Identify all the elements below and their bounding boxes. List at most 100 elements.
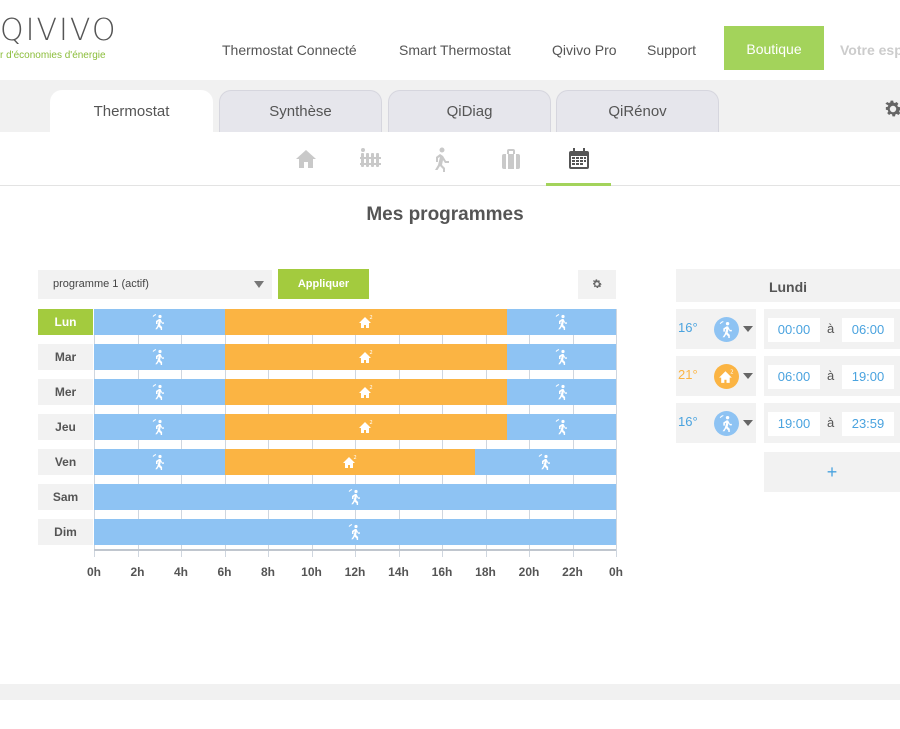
settings-gear-icon[interactable] bbox=[882, 98, 900, 120]
schedule-segment-home[interactable]: 2 bbox=[224, 379, 508, 405]
schedule-row-mar: Mar 2 bbox=[38, 344, 616, 370]
program-select-value: programme 1 (actif) bbox=[53, 278, 149, 290]
away-walking-icon[interactable] bbox=[714, 317, 739, 342]
slot-temperature: 16° bbox=[678, 320, 698, 335]
page-title: Mes programmes bbox=[366, 204, 524, 225]
radiator-icon[interactable] bbox=[358, 146, 384, 172]
slot-separator: à bbox=[827, 321, 835, 336]
day-label-mer[interactable]: Mer bbox=[38, 379, 93, 405]
walking-person-icon[interactable] bbox=[428, 146, 454, 174]
nav-thermostat-connecte[interactable]: Thermostat Connecté bbox=[222, 42, 357, 58]
nav-smart-thermostat[interactable]: Smart Thermostat bbox=[399, 42, 511, 58]
chevron-down-icon[interactable] bbox=[743, 420, 753, 426]
tick-label: 20h bbox=[518, 565, 540, 579]
tab-qirenov[interactable]: QiRénov bbox=[556, 90, 719, 132]
weekly-schedule: Lun 2 Mar 2 Mer 2 Jeu 2 Ven 2 Sam Dim 0h 2h 4h 6h 8h 10h 1… bbox=[38, 309, 623, 579]
nav-votre-espace[interactable]: Votre esp bbox=[840, 42, 900, 58]
tick-label: 2h bbox=[130, 565, 145, 579]
logo-tagline: r d'économies d'énergie bbox=[0, 50, 106, 61]
schedule-segment-home[interactable]: 2 bbox=[224, 414, 508, 440]
slot-mode-panel: 21° 2 bbox=[676, 356, 756, 396]
tick-label: 4h bbox=[173, 565, 189, 579]
nav-qivivo-pro[interactable]: Qivivo Pro bbox=[552, 42, 617, 58]
schedule-segment-away[interactable] bbox=[474, 449, 616, 475]
day-label-jeu[interactable]: Jeu bbox=[38, 414, 93, 440]
svg-text:2: 2 bbox=[369, 350, 372, 356]
day-panel-title: Lundi bbox=[676, 269, 900, 302]
time-slot: 21° 2 06:00 à 19:00 bbox=[676, 356, 900, 396]
slot-time-range: 06:00 à 19:00 bbox=[764, 356, 900, 396]
grid-line bbox=[616, 309, 617, 557]
gear-icon bbox=[592, 279, 602, 288]
away-walking-icon bbox=[347, 489, 363, 506]
qivivo-logo[interactable]: QIVIVO r d'économies d'énergie bbox=[0, 13, 118, 62]
day-label-lun[interactable]: Lun bbox=[38, 309, 93, 335]
away-walking-icon bbox=[151, 384, 167, 401]
schedule-segment-away[interactable] bbox=[94, 449, 225, 475]
schedule-segment-away[interactable] bbox=[507, 309, 616, 335]
slot-temperature: 21° bbox=[678, 367, 698, 382]
tab-qidiag[interactable]: QiDiag bbox=[388, 90, 551, 132]
logo-text: QIVIVO bbox=[0, 13, 118, 48]
schedule-segment-away[interactable] bbox=[507, 344, 616, 370]
suitcase-icon[interactable] bbox=[498, 146, 524, 172]
slot-separator: à bbox=[827, 368, 835, 383]
home-icon[interactable] bbox=[293, 146, 319, 172]
schedule-row-jeu: Jeu 2 bbox=[38, 414, 616, 440]
add-slot-button[interactable]: + bbox=[764, 452, 900, 492]
nav-boutique-button[interactable]: Boutique bbox=[724, 26, 824, 70]
apply-button[interactable]: Appliquer bbox=[278, 269, 369, 299]
program-select[interactable]: programme 1 (actif) bbox=[38, 270, 272, 299]
tick-label: 8h bbox=[260, 565, 276, 579]
schedule-segment-home[interactable]: 2 bbox=[224, 344, 508, 370]
away-walking-icon bbox=[151, 314, 167, 331]
nav-support[interactable]: Support bbox=[647, 42, 697, 58]
tick-label: 0h bbox=[608, 565, 624, 579]
away-walking-icon bbox=[554, 314, 570, 331]
tab-synthese[interactable]: Synthèse bbox=[219, 90, 382, 132]
schedule-segment-away[interactable] bbox=[94, 344, 225, 370]
schedule-segment-away[interactable] bbox=[94, 309, 225, 335]
footer-band bbox=[0, 684, 900, 700]
slot-end-time[interactable]: 23:59 bbox=[842, 412, 894, 436]
slot-start-time[interactable]: 19:00 bbox=[768, 412, 820, 436]
slot-end-time[interactable]: 19:00 bbox=[842, 365, 894, 389]
slot-time-range: 19:00 à 23:59 bbox=[764, 403, 900, 443]
schedule-segment-away[interactable] bbox=[94, 519, 616, 545]
chevron-down-icon[interactable] bbox=[743, 326, 753, 332]
away-walking-icon bbox=[537, 454, 553, 471]
slot-end-time[interactable]: 06:00 bbox=[842, 318, 894, 342]
day-label-sam[interactable]: Sam bbox=[38, 484, 93, 510]
schedule-segment-home[interactable]: 2 bbox=[224, 449, 475, 475]
schedule-segment-away[interactable] bbox=[94, 414, 225, 440]
program-settings-button[interactable] bbox=[578, 270, 616, 299]
day-label-mar[interactable]: Mar bbox=[38, 344, 93, 370]
slot-start-time[interactable]: 00:00 bbox=[768, 318, 820, 342]
schedule-segment-away[interactable] bbox=[94, 484, 616, 510]
slot-time-range: 00:00 à 06:00 bbox=[764, 309, 900, 349]
calendar-icon[interactable] bbox=[566, 146, 592, 172]
away-walking-icon bbox=[151, 454, 167, 471]
home-comfort-icon[interactable]: 2 bbox=[714, 364, 739, 389]
svg-text:2: 2 bbox=[353, 455, 356, 461]
away-walking-icon bbox=[554, 419, 570, 436]
schedule-row-lun: Lun 2 bbox=[38, 309, 616, 335]
svg-text:2: 2 bbox=[730, 369, 733, 375]
away-walking-icon[interactable] bbox=[714, 411, 739, 436]
home-comfort-icon: 2 bbox=[358, 349, 374, 365]
site-header: QIVIVO r d'économies d'énergie Thermosta… bbox=[0, 0, 900, 80]
chevron-down-icon bbox=[254, 281, 264, 288]
away-walking-icon bbox=[347, 524, 363, 541]
chevron-down-icon[interactable] bbox=[743, 373, 753, 379]
schedule-segment-away[interactable] bbox=[94, 379, 225, 405]
slot-start-time[interactable]: 06:00 bbox=[768, 365, 820, 389]
day-label-ven[interactable]: Ven bbox=[38, 449, 93, 475]
svg-text:2: 2 bbox=[369, 420, 372, 426]
tab-thermostat[interactable]: Thermostat bbox=[50, 90, 213, 132]
slot-mode-panel: 16° bbox=[676, 403, 756, 443]
schedule-segment-away[interactable] bbox=[507, 414, 616, 440]
schedule-segment-home[interactable]: 2 bbox=[224, 309, 508, 335]
day-label-dim[interactable]: Dim bbox=[38, 519, 93, 545]
home-comfort-icon: 2 bbox=[358, 314, 374, 330]
schedule-segment-away[interactable] bbox=[507, 379, 616, 405]
